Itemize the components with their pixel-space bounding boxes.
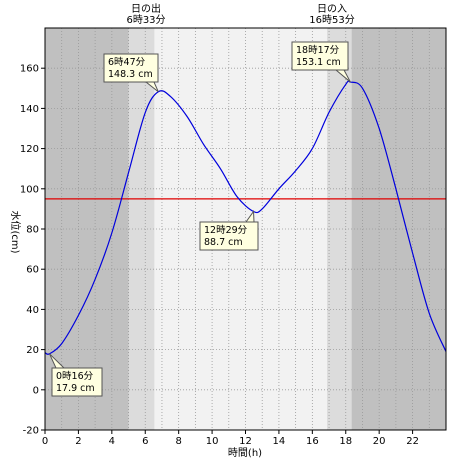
sunrise-time: 6時33分 — [126, 14, 165, 26]
x-axis-label: 時間(h) — [228, 447, 262, 459]
x-tick-label: 6 — [142, 436, 148, 447]
callout-value: 88.7 cm — [204, 237, 243, 248]
x-tick-label: 10 — [206, 436, 219, 447]
x-tick-label: 18 — [339, 436, 352, 447]
y-tick-label: 160 — [20, 64, 39, 75]
callout-box — [199, 221, 259, 251]
callout-value: 17.9 cm — [56, 383, 95, 394]
y-tick-label: 0 — [33, 385, 39, 396]
callout-time: 18時17分 — [296, 45, 340, 56]
sunset-label: 日の入 — [317, 4, 347, 15]
x-tick-label: 20 — [373, 436, 386, 447]
x-tick-label: 14 — [273, 436, 286, 447]
x-tick-label: 2 — [75, 436, 81, 447]
callout-value: 153.1 cm — [296, 57, 341, 68]
series-line-group — [44, 80, 447, 355]
y-tick-label: 40 — [26, 305, 39, 316]
y-tick-label: 80 — [26, 225, 39, 236]
callout-time: 0時16分 — [56, 371, 94, 382]
sunset-time: 16時53分 — [309, 14, 354, 26]
x-tick-label: 8 — [175, 436, 181, 447]
callout-value: 148.3 cm — [108, 69, 153, 80]
y-tick-label: 100 — [20, 184, 39, 195]
callout-time: 12時29分 — [204, 225, 248, 236]
y-tick-label: 140 — [20, 104, 39, 115]
tick-labels: 0 2 4 6 8 10 12 14 16 18 20 22-20020406080100120140… — [20, 64, 419, 447]
water-level-line — [44, 80, 447, 355]
y-tick-label: 20 — [26, 345, 39, 356]
night-band-evening — [351, 28, 446, 430]
callout-box — [51, 367, 103, 397]
sunrise-label: 日の出 — [131, 2, 161, 15]
x-tick-label: 16 — [306, 436, 319, 447]
y-tick-label: -20 — [23, 426, 39, 437]
callout-box — [103, 53, 159, 83]
x-tick-label: 22 — [406, 436, 419, 447]
y-tick-label: 60 — [26, 265, 39, 276]
callout-box — [291, 41, 349, 71]
x-tick-label: 0 — [42, 436, 48, 447]
y-tick-label: 120 — [20, 144, 39, 155]
x-tick-label: 12 — [239, 436, 252, 447]
y-axis-label: 水位(cm) — [9, 210, 22, 253]
callout-time: 6時47分 — [108, 57, 146, 68]
x-tick-label: 4 — [109, 436, 115, 447]
